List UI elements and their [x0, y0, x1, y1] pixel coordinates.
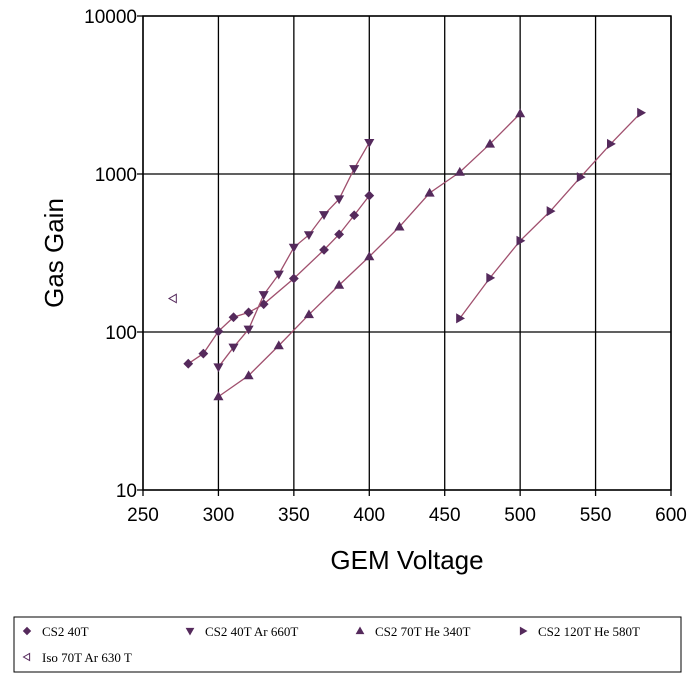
x-axis-title: GEM Voltage: [330, 545, 483, 575]
series-3: [456, 107, 647, 324]
series-2: [213, 108, 526, 401]
y-tick-label: 10000: [84, 7, 137, 28]
data-point: [273, 340, 284, 350]
series-line: [187, 195, 370, 365]
y-axis-title: Gas Gain: [39, 198, 69, 308]
data-point: [273, 270, 284, 280]
legend-label: Iso 70T Ar 630 T: [42, 650, 132, 665]
data-point: [288, 243, 299, 253]
data-point: [364, 190, 375, 201]
data-point: [334, 195, 345, 205]
y-tick-label: 10: [116, 481, 137, 502]
data-point: [515, 108, 526, 118]
legend-item-3: CS2 120T He 580T: [519, 624, 640, 639]
x-tick-label: 600: [655, 505, 687, 526]
x-tick-label: 550: [580, 505, 612, 526]
data-point: [318, 211, 330, 220]
data-point: [334, 279, 345, 289]
data-point: [213, 391, 224, 401]
data-point: [364, 138, 375, 148]
data-point: [303, 231, 315, 241]
data-point: [243, 325, 254, 335]
data-point: [607, 138, 616, 149]
series-4: [167, 293, 177, 304]
data-point: [484, 138, 496, 148]
legend-label: CS2 70T He 340T: [375, 624, 471, 639]
x-tick-label: 450: [429, 505, 461, 526]
data-point: [349, 165, 360, 174]
data-point: [228, 343, 239, 353]
x-tick-label: 350: [278, 505, 310, 526]
x-tick-label: 250: [127, 505, 159, 526]
data-point: [334, 229, 345, 240]
legend-marker: [185, 627, 195, 636]
y-tick-label: 1000: [95, 165, 137, 186]
y-tick-label: 100: [105, 323, 137, 344]
series-1: [213, 138, 375, 373]
data-point: [258, 291, 269, 300]
legend-marker: [22, 626, 32, 636]
data-point: [243, 370, 254, 380]
plot-area-frame: [142, 15, 672, 491]
data-point: [394, 221, 405, 231]
data-point: [424, 187, 435, 197]
legend: CS2 40T CS2 40T Ar 660T CS2 70T He 340T CS2…: [22, 624, 640, 665]
x-tick-label: 300: [203, 505, 235, 526]
legend-marker: [519, 626, 528, 636]
data-point: [303, 309, 315, 319]
data-point: [228, 312, 239, 323]
data-point: [456, 313, 466, 324]
data-point: [198, 348, 209, 359]
data-point: [576, 172, 586, 183]
x-tick-label: 500: [504, 505, 536, 526]
legend-item-0: CS2 40T: [22, 624, 89, 639]
legend-item-2: CS2 70T He 340T: [355, 624, 471, 639]
tick-labels: 250 300 350 400 450 500 550 600 10 100 1000 10000: [84, 7, 687, 526]
data-point: [364, 251, 375, 261]
grid: [142, 15, 672, 491]
data-point: [349, 210, 360, 221]
data-point: [183, 358, 194, 369]
data-point: [243, 307, 254, 318]
legend-label: CS2 120T He 580T: [538, 624, 640, 639]
legend-label: CS2 40T: [42, 624, 89, 639]
legend-label: CS2 40T Ar 660T: [205, 624, 298, 639]
data-point: [213, 326, 224, 337]
series-group: [167, 107, 647, 401]
data-point: [546, 206, 556, 217]
legend-item-4: Iso 70T Ar 630 T: [22, 650, 132, 665]
legend-frame: [13, 616, 682, 673]
legend-marker: [355, 626, 365, 635]
data-point: [486, 272, 496, 283]
data-point: [454, 166, 465, 176]
data-point: [637, 107, 647, 118]
data-point: [288, 273, 299, 284]
series-0: [183, 190, 375, 369]
data-point: [516, 235, 526, 246]
data-point: [167, 293, 177, 304]
legend-marker: [22, 652, 31, 662]
x-tick-label: 400: [353, 505, 385, 526]
data-point: [213, 363, 224, 373]
legend-item-1: CS2 40T Ar 660T: [185, 624, 298, 639]
data-point: [319, 244, 329, 255]
